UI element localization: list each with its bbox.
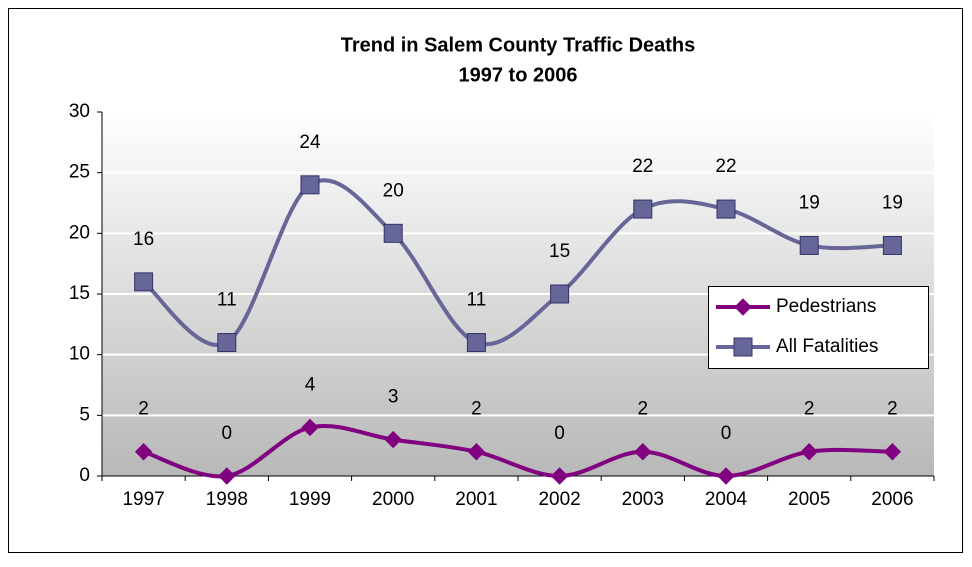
- y-tick-label: 10: [69, 344, 90, 365]
- data-label: 2: [138, 399, 149, 420]
- data-label: 2: [887, 399, 898, 420]
- x-tick-label: 1998: [206, 489, 248, 510]
- point: [467, 443, 486, 461]
- data-label: 24: [299, 132, 321, 153]
- data-label: 19: [882, 192, 903, 213]
- data-label: 19: [799, 192, 820, 213]
- point: [799, 235, 819, 255]
- point: [384, 430, 402, 449]
- series-line: [142, 424, 893, 479]
- x-tick-label: 2004: [705, 489, 748, 510]
- x-tick-label: 2000: [372, 489, 414, 510]
- y-tick-label: 25: [69, 162, 90, 183]
- y-tick-label: 20: [69, 222, 90, 243]
- x-tick-label: 2005: [788, 489, 830, 510]
- y-tick-label: 0: [79, 465, 90, 486]
- chart-subtitle: 1997 to 2006: [459, 64, 578, 86]
- data-label: 11: [217, 290, 237, 311]
- data-label: 2: [804, 399, 815, 420]
- y-tick-label: 15: [69, 283, 90, 304]
- point: [716, 199, 736, 219]
- point: [883, 443, 902, 461]
- data-label: 20: [383, 180, 404, 201]
- point: [300, 175, 320, 195]
- x-tick-label: 2001: [455, 489, 497, 510]
- point: [800, 443, 818, 461]
- data-label: 15: [549, 241, 570, 262]
- x-tick-label: 2006: [871, 489, 913, 510]
- data-label: 0: [222, 423, 233, 444]
- data-label: 4: [305, 374, 316, 395]
- data-label: 16: [133, 229, 154, 250]
- point: [466, 333, 486, 353]
- point: [550, 284, 570, 304]
- data-label: 0: [721, 423, 732, 444]
- x-tick-label: 2002: [538, 489, 580, 510]
- series-line: [142, 178, 893, 347]
- data-label: 2: [471, 399, 482, 420]
- point: [217, 333, 237, 353]
- chart-title: Trend in Salem County Traffic Deaths: [341, 34, 696, 56]
- point: [134, 443, 153, 461]
- x-tick-label: 1999: [289, 489, 331, 510]
- data-label: 22: [632, 156, 653, 177]
- point: [550, 467, 569, 485]
- point: [218, 467, 236, 485]
- data-label: 3: [388, 387, 399, 408]
- data-label: 2: [638, 399, 649, 420]
- point: [634, 443, 652, 461]
- y-tick-label: 5: [79, 404, 90, 425]
- legend-marker: [734, 298, 752, 316]
- point: [633, 199, 653, 219]
- data-label: 11: [467, 290, 487, 311]
- y-tick-label: 30: [69, 101, 90, 122]
- x-tick-label: 1997: [122, 489, 164, 510]
- point: [301, 418, 319, 437]
- legend-label: All Fatalities: [776, 336, 878, 357]
- point: [717, 467, 735, 485]
- legend-marker: [733, 337, 753, 357]
- data-label: 0: [554, 423, 565, 444]
- legend-label: Pedestrians: [776, 296, 876, 317]
- data-label: 22: [715, 156, 736, 177]
- point: [134, 272, 154, 292]
- point: [383, 223, 403, 243]
- point: [882, 235, 902, 255]
- x-tick-label: 2003: [622, 489, 664, 510]
